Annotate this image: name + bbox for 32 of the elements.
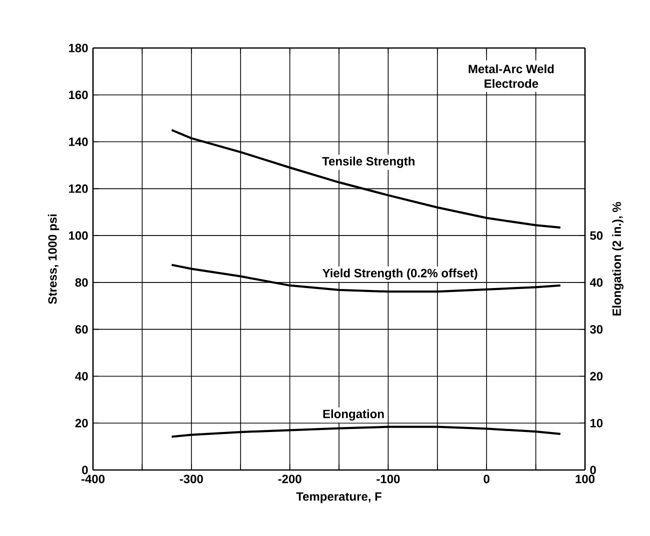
annotation: Metal-Arc Weld [468,64,554,74]
y2-tick-label: 30 [590,325,603,334]
x-axis-title: Temperature, F [296,492,382,504]
y-tick-label: 180 [69,44,88,52]
y-tick-label: 20 [75,418,88,428]
y2-tick-label: 50 [590,231,603,240]
y-tick-label: 60 [75,325,88,334]
line-series [170,128,562,229]
y-tick-label: 140 [69,138,88,146]
x-tick-label: -400 [81,474,105,484]
y-tick-label: 40 [75,372,88,380]
y2-tick-label: 20 [590,372,603,380]
x-tick-label: 0 [484,474,490,484]
y-tick-label: 160 [69,90,88,100]
y2-tick-label: 40 [590,278,603,287]
y-tick-label: 100 [69,231,88,240]
y2-tick-label: 0 [590,466,596,474]
annotation: Electrode [484,79,538,88]
line-series [170,264,562,293]
x-tick-label: -100 [376,474,400,484]
series-label: Yield Strength (0.2% offset) [322,268,478,280]
series-label: Elongation [323,409,384,421]
y-axis-title: Stress, 1000 psi [48,214,60,304]
y2-tick-label: 10 [590,418,603,428]
y2-axis-title: Elongation (2 in.), % [612,202,624,316]
x-tick-label: -200 [278,474,302,484]
series-label: Tensile Strength [322,156,414,168]
x-tick-label: 100 [576,474,595,484]
y-tick-label: 120 [69,184,88,193]
y-tick-label: 0 [82,466,88,474]
x-tick-label: -300 [180,474,203,484]
y-tick-label: 80 [75,278,88,287]
